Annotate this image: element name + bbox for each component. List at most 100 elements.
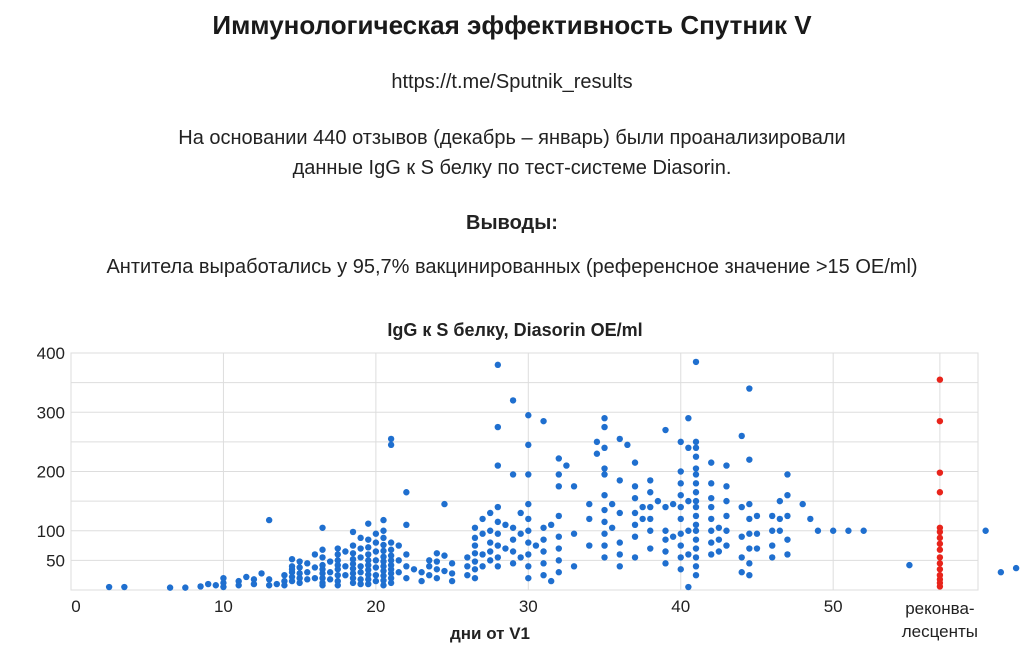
data-point-vaccinated	[708, 503, 715, 511]
channel-link[interactable]: https://t.me/Sputnik_results	[391, 71, 633, 93]
data-point-vaccinated	[624, 441, 631, 449]
data-point-vaccinated	[387, 435, 395, 443]
data-point-vaccinated	[502, 521, 509, 529]
data-point-vaccinated	[296, 564, 303, 571]
data-point-vaccinated	[395, 542, 402, 549]
x-category-label-line1: реконва-	[905, 599, 974, 618]
data-point-vaccinated	[387, 570, 395, 577]
page-title: Иммунологическая эффективность Спутник V	[212, 10, 812, 40]
data-point-vaccinated	[692, 438, 700, 446]
data-point-vaccinated	[601, 518, 608, 526]
data-point-vaccinated	[357, 545, 364, 552]
data-point-vaccinated	[639, 515, 646, 523]
data-point-vaccinated	[616, 551, 623, 558]
y-tick-label: 200	[37, 463, 65, 482]
data-point-vaccinated	[708, 551, 715, 558]
data-point-vaccinated	[479, 515, 486, 523]
data-point-vaccinated	[677, 438, 684, 446]
data-point-vaccinated	[372, 548, 380, 555]
data-point-vaccinated	[182, 584, 189, 591]
data-point-vaccinated	[197, 583, 204, 590]
data-point-vaccinated	[494, 518, 502, 526]
data-point-vaccinated	[677, 503, 684, 511]
data-point-vaccinated	[662, 560, 669, 567]
data-point-vaccinated	[395, 569, 402, 576]
data-point-vaccinated	[677, 468, 684, 475]
data-point-vaccinated	[1012, 564, 1020, 572]
data-point-vaccinated	[776, 527, 784, 534]
data-point-vaccinated	[319, 582, 326, 589]
data-point-vaccinated	[494, 542, 502, 549]
data-point-vaccinated	[319, 524, 326, 531]
data-point-vaccinated	[540, 536, 547, 543]
data-point-vaccinated	[426, 563, 433, 570]
data-point-vaccinated	[677, 480, 684, 487]
data-point-vaccinated	[464, 563, 471, 570]
data-point-vaccinated	[692, 536, 700, 543]
data-point-vaccinated	[784, 551, 791, 558]
x-tick-label: 40	[671, 597, 690, 616]
data-point-vaccinated	[525, 574, 532, 582]
data-point-vaccinated	[662, 503, 669, 511]
data-point-vaccinated	[395, 557, 402, 564]
data-point-vaccinated	[357, 554, 364, 561]
data-point-vaccinated	[692, 497, 700, 505]
data-point-vaccinated	[525, 551, 532, 558]
data-point-vaccinated	[326, 576, 334, 583]
data-point-vaccinated	[746, 515, 753, 523]
data-point-vaccinated	[281, 571, 288, 579]
data-point-vaccinated	[723, 462, 730, 469]
data-point-vaccinated	[487, 527, 494, 534]
data-point-vaccinated	[525, 412, 532, 419]
y-axis-ticks: 50 100 200 300 400	[37, 344, 65, 570]
data-point-vaccinated	[418, 577, 425, 585]
data-point-vaccinated	[342, 563, 349, 570]
data-point-vaccinated	[997, 569, 1005, 576]
data-point-convalescent	[936, 546, 944, 553]
data-point-vaccinated	[677, 542, 684, 549]
data-point-vaccinated	[593, 438, 601, 446]
data-point-vaccinated	[342, 571, 349, 579]
data-point-convalescent	[936, 528, 944, 536]
data-point-vaccinated	[692, 521, 700, 529]
data-point-vaccinated	[464, 571, 471, 579]
data-point-vaccinated	[281, 582, 288, 589]
data-point-vaccinated	[525, 515, 532, 523]
data-point-vaccinated	[692, 444, 700, 451]
data-point-vaccinated	[448, 570, 456, 577]
data-point-vaccinated	[426, 557, 433, 564]
data-point-vaccinated	[441, 500, 448, 508]
data-point-vaccinated	[380, 553, 387, 561]
data-point-vaccinated	[616, 477, 623, 484]
data-point-vaccinated	[509, 397, 517, 404]
data-point-vaccinated	[311, 574, 319, 582]
data-point-vaccinated	[685, 414, 692, 422]
data-point-vaccinated	[677, 515, 684, 523]
data-point-vaccinated	[738, 533, 745, 540]
data-point-vaccinated	[715, 524, 723, 531]
data-point-vaccinated	[662, 527, 669, 534]
data-point-vaccinated	[418, 569, 425, 576]
data-point-vaccinated	[365, 551, 372, 558]
data-point-vaccinated	[220, 574, 227, 582]
data-point-vaccinated	[723, 497, 730, 505]
data-point-convalescent	[936, 540, 944, 547]
data-point-vaccinated	[982, 527, 989, 534]
data-point-vaccinated	[829, 527, 837, 534]
data-point-vaccinated	[685, 551, 692, 558]
data-point-vaccinated	[365, 520, 372, 527]
data-point-vaccinated	[479, 551, 486, 558]
data-point-vaccinated	[677, 554, 684, 561]
data-point-vaccinated	[365, 566, 372, 574]
data-point-vaccinated	[647, 477, 654, 484]
data-point-vaccinated	[769, 542, 776, 549]
data-point-vaccinated	[753, 512, 761, 520]
data-point-vaccinated	[311, 564, 319, 571]
x-tick-label: 20	[366, 597, 385, 616]
data-point-vaccinated	[433, 574, 441, 582]
data-point-vaccinated	[273, 580, 280, 588]
data-point-vaccinated	[685, 444, 692, 451]
y-tick-label: 100	[37, 522, 65, 541]
data-point-vaccinated	[692, 489, 700, 496]
data-point-vaccinated	[403, 563, 410, 570]
